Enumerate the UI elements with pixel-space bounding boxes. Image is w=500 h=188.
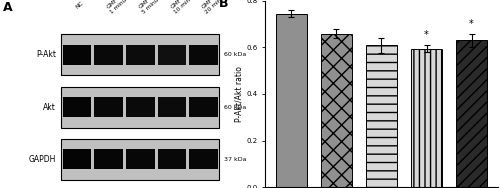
Bar — [190, 97, 218, 117]
Bar — [126, 45, 154, 65]
Text: Akt: Akt — [44, 102, 56, 111]
Bar — [126, 149, 154, 169]
Text: 60 kDa: 60 kDa — [224, 105, 246, 110]
Bar — [61, 86, 220, 127]
Text: GMF
10 minutes: GMF 10 minutes — [170, 0, 201, 14]
Text: A: A — [2, 1, 12, 14]
Bar — [456, 40, 487, 187]
Bar — [411, 49, 442, 187]
Bar — [61, 139, 220, 180]
Bar — [62, 45, 91, 65]
Text: *: * — [469, 19, 474, 29]
Text: GAPDH: GAPDH — [29, 155, 56, 164]
Text: GMF
5 minutes: GMF 5 minutes — [138, 0, 166, 14]
Bar — [158, 97, 186, 117]
Bar — [94, 149, 123, 169]
Bar — [62, 149, 91, 169]
Bar — [61, 34, 220, 75]
Bar — [94, 45, 123, 65]
Bar — [190, 149, 218, 169]
Bar — [126, 97, 154, 117]
Text: NC: NC — [74, 1, 84, 10]
Bar — [321, 33, 352, 187]
Text: GMF
1 minute: GMF 1 minute — [106, 0, 132, 14]
Bar — [94, 97, 123, 117]
Text: P-Akt: P-Akt — [36, 50, 56, 59]
Text: B: B — [219, 0, 228, 10]
Text: GMF
20 minutes: GMF 20 minutes — [201, 0, 233, 14]
Text: 60 kDa: 60 kDa — [224, 52, 246, 57]
Text: *: * — [424, 30, 429, 40]
Bar — [276, 14, 306, 187]
Bar — [158, 149, 186, 169]
Text: 37 kDa: 37 kDa — [224, 157, 247, 162]
Bar — [158, 45, 186, 65]
Bar — [190, 45, 218, 65]
Bar — [366, 45, 396, 187]
Y-axis label: P-Akt/Akt ratio: P-Akt/Akt ratio — [234, 66, 244, 122]
Bar — [62, 97, 91, 117]
